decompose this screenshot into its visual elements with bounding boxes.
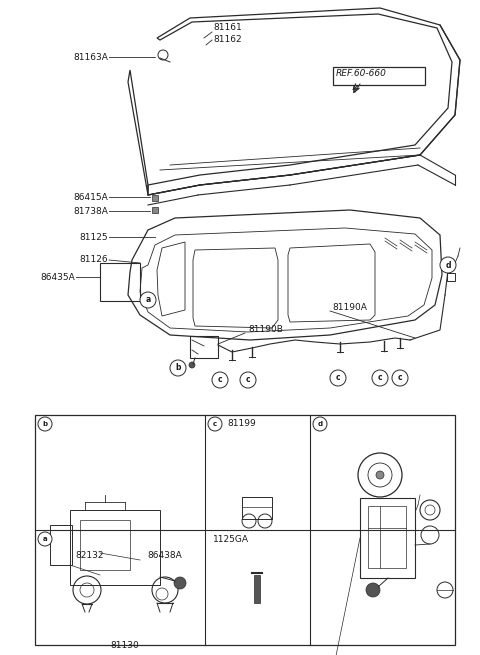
Bar	[100, 263, 140, 301]
Circle shape	[38, 417, 52, 431]
Circle shape	[174, 577, 186, 589]
Bar	[447, 273, 455, 281]
Bar	[360, 498, 415, 578]
Bar	[80, 520, 130, 570]
Text: c: c	[336, 373, 340, 383]
Bar	[254, 575, 260, 603]
Bar	[152, 195, 158, 201]
Text: a: a	[43, 536, 48, 542]
Text: 81162: 81162	[213, 35, 241, 43]
Text: 81125: 81125	[79, 233, 108, 242]
Text: c: c	[218, 375, 222, 384]
Text: c: c	[246, 375, 250, 384]
Circle shape	[372, 370, 388, 386]
Text: 86438A: 86438A	[148, 550, 182, 559]
Circle shape	[392, 370, 408, 386]
Text: 86415A: 86415A	[73, 193, 108, 202]
Circle shape	[140, 292, 156, 308]
Circle shape	[376, 471, 384, 479]
Circle shape	[366, 583, 380, 597]
Bar	[35, 415, 455, 645]
Circle shape	[212, 372, 228, 388]
Text: d: d	[317, 421, 323, 427]
Circle shape	[189, 362, 195, 368]
Text: a: a	[145, 295, 151, 305]
Text: c: c	[378, 373, 382, 383]
Text: c: c	[398, 373, 402, 383]
Text: d: d	[445, 261, 451, 269]
Text: b: b	[175, 364, 181, 373]
Text: 1125GA: 1125GA	[213, 534, 249, 544]
Bar	[152, 207, 158, 213]
Text: 81161: 81161	[213, 24, 242, 33]
Bar	[242, 497, 272, 519]
Circle shape	[38, 532, 52, 546]
Text: 81738A: 81738A	[73, 206, 108, 215]
Text: REF.60-660: REF.60-660	[336, 69, 387, 77]
Text: 81130: 81130	[110, 641, 139, 650]
Text: 81163A: 81163A	[73, 52, 108, 62]
Text: 86435A: 86435A	[40, 272, 75, 282]
Text: 82132: 82132	[76, 550, 104, 559]
Bar	[190, 336, 218, 358]
Bar	[50, 525, 72, 565]
Bar	[70, 510, 160, 585]
Bar	[368, 506, 406, 568]
Circle shape	[313, 417, 327, 431]
Circle shape	[208, 417, 222, 431]
Text: 81190B: 81190B	[248, 326, 283, 335]
Text: 81190A: 81190A	[332, 303, 367, 312]
Circle shape	[170, 360, 186, 376]
Circle shape	[240, 372, 256, 388]
Text: 81199: 81199	[227, 419, 256, 428]
Circle shape	[330, 370, 346, 386]
Text: b: b	[42, 421, 48, 427]
Circle shape	[440, 257, 456, 273]
Text: 81126: 81126	[79, 255, 108, 265]
Text: c: c	[213, 421, 217, 427]
